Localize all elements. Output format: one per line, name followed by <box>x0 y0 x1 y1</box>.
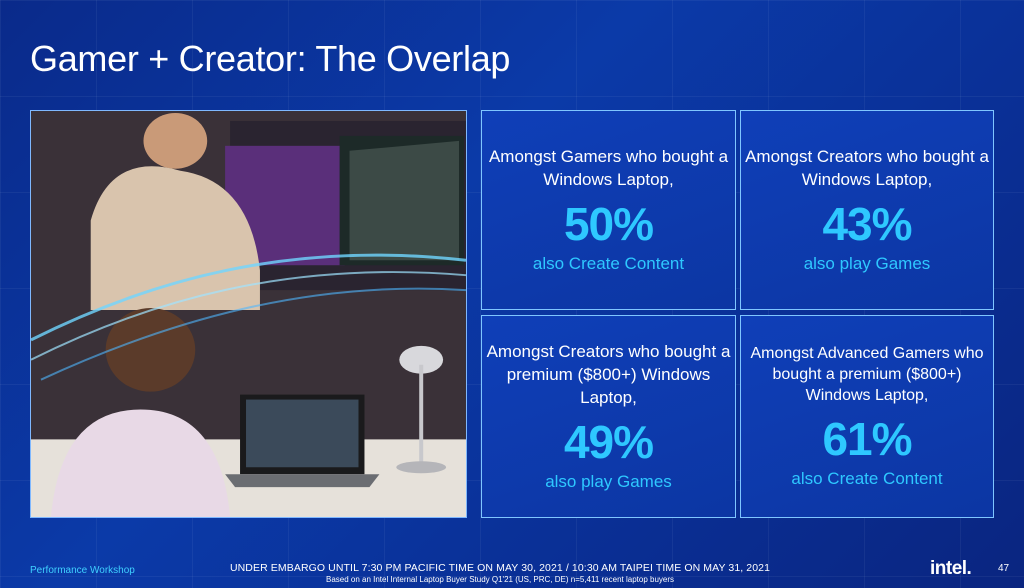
page-number: 47 <box>998 563 1010 574</box>
card-percent: 43% <box>822 198 912 250</box>
card-lead: Amongst Creators who bought a Windows La… <box>745 147 989 189</box>
footer-disclaimer: UNDER EMBARGO UNTIL 7:30 PM PACIFIC TIME… <box>200 562 800 584</box>
embargo-notice: UNDER EMBARGO UNTIL 7:30 PM PACIFIC TIME… <box>229 562 771 574</box>
gamer-creator-photo <box>30 110 467 518</box>
card-tail: also Create Content <box>791 469 943 488</box>
stat-card-advanced-gamers: Amongst Advanced Gamers who bought a pre… <box>740 315 994 518</box>
footer-event-name: Performance Workshop <box>30 565 135 576</box>
card-percent: 50% <box>563 198 654 250</box>
card-lead: Amongst Gamers who bought a Windows Lapt… <box>488 147 729 189</box>
card-percent: 49% <box>563 416 654 468</box>
stat-card-creators: Amongst Creators who bought a Windows La… <box>740 110 994 310</box>
stat-card-premium-creators: Amongst Creators who bought a premium ($… <box>481 315 736 518</box>
card-lead: Amongst Creators who bought a premium ($… <box>486 342 731 407</box>
intel-logo: intel. <box>930 558 972 579</box>
study-basis: Based on an Intel Internal Laptop Buyer … <box>325 575 675 584</box>
stat-card-gamers: Amongst Gamers who bought a Windows Lapt… <box>481 110 736 310</box>
card-tail: also Create Content <box>532 254 685 273</box>
slide-title: Gamer + Creator: The Overlap <box>30 38 511 79</box>
card-lead: Amongst Advanced Gamers who bought a pre… <box>750 345 984 404</box>
photo-illustration <box>31 111 466 517</box>
card-tail: also play Games <box>803 254 931 273</box>
card-percent: 61% <box>822 413 912 465</box>
card-tail: also play Games <box>545 472 672 491</box>
